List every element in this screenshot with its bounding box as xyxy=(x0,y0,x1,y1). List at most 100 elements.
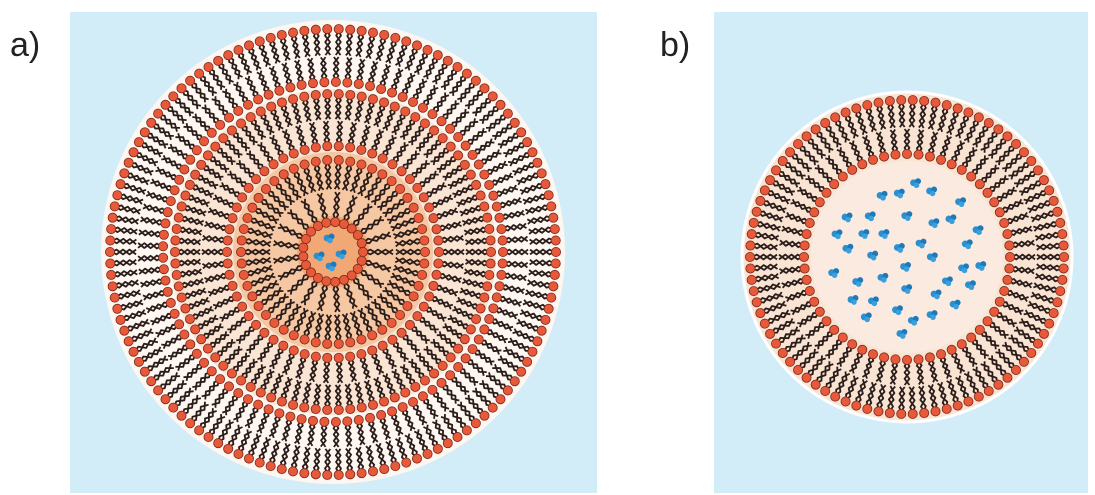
lipid-head xyxy=(185,154,196,165)
lipid-head xyxy=(310,351,321,362)
cargo-molecule xyxy=(852,277,864,287)
lipid-tail xyxy=(343,279,358,308)
lipid-head xyxy=(946,344,957,355)
lipid-head xyxy=(475,303,486,314)
cargo-part xyxy=(862,233,868,239)
lipid-head xyxy=(491,292,502,303)
lipid-head xyxy=(106,224,117,235)
lipid-head xyxy=(751,297,762,308)
lipid-head xyxy=(785,356,796,367)
lipid-tail xyxy=(252,282,279,298)
lipid-head xyxy=(771,165,782,176)
lipid-head xyxy=(243,311,254,322)
lipid-head xyxy=(497,246,508,257)
cargo-molecule xyxy=(926,186,938,197)
cargo-molecule xyxy=(877,272,889,283)
cargo-molecule xyxy=(941,276,953,287)
lipid-head xyxy=(367,27,378,38)
lipid-head xyxy=(276,29,287,40)
lipid-head xyxy=(263,89,274,100)
cargo-part xyxy=(871,300,878,307)
lipid-head xyxy=(814,197,825,208)
lipid-head xyxy=(424,202,435,213)
lipid-head xyxy=(412,182,423,193)
cargo-molecule xyxy=(961,239,973,250)
lipid-head xyxy=(1057,229,1068,240)
lipid-head xyxy=(417,224,428,235)
lipid-tail xyxy=(361,233,392,245)
lipid-head xyxy=(428,280,439,291)
lipid-head xyxy=(821,187,832,198)
lipid-head xyxy=(543,303,554,314)
lipid-head xyxy=(146,117,157,128)
lipid-head xyxy=(346,270,357,281)
cargo-molecule xyxy=(841,212,853,223)
lipid-head xyxy=(475,190,486,201)
lipid-head xyxy=(367,345,378,356)
lipid-head xyxy=(473,334,484,345)
lipid-head xyxy=(300,233,311,244)
lipid-head xyxy=(453,150,464,161)
lipid-tail xyxy=(300,200,318,227)
lipid-head xyxy=(269,176,280,187)
lipid-head xyxy=(171,270,182,281)
lipid-head xyxy=(407,96,418,107)
lipid-head xyxy=(260,184,271,195)
lipid-head xyxy=(390,32,401,43)
cargo-part xyxy=(846,247,852,254)
lipid-head xyxy=(936,349,947,360)
lipid-head xyxy=(479,83,490,94)
lipid-head xyxy=(342,416,353,427)
lipid-head xyxy=(310,469,321,480)
lipid-head xyxy=(433,246,444,257)
lipid-head xyxy=(169,185,180,196)
lipid-head xyxy=(184,314,195,325)
lipid-head xyxy=(231,202,242,213)
lipid-head xyxy=(245,381,256,392)
cargo-molecule xyxy=(901,211,913,221)
lipid-head xyxy=(356,25,367,36)
lipid-head xyxy=(433,235,444,246)
lipid-head xyxy=(397,91,408,102)
lipid-head xyxy=(224,224,235,235)
lipid-head xyxy=(233,448,244,459)
lipid-head xyxy=(417,269,428,280)
lipid-head xyxy=(1002,131,1013,142)
lipid-head xyxy=(160,275,171,286)
lipid-head xyxy=(801,131,812,142)
lipid-head xyxy=(233,45,244,56)
lipid-head xyxy=(223,50,234,61)
lipid-head xyxy=(431,269,442,280)
lipid-head xyxy=(169,308,180,319)
lipid-head xyxy=(549,224,560,235)
lipid-head xyxy=(453,343,464,354)
lipid-head xyxy=(799,240,810,251)
lipid-head xyxy=(482,281,493,292)
lipid-tail xyxy=(367,174,384,201)
lipid-head xyxy=(333,469,344,480)
lipid-head xyxy=(946,159,957,170)
lipid-head xyxy=(989,306,1000,317)
lipid-head xyxy=(288,399,299,410)
lipid-head xyxy=(432,50,443,61)
lipid-head xyxy=(487,91,498,102)
lipid-head xyxy=(396,166,407,177)
lipid-head xyxy=(801,229,812,240)
lipid-head xyxy=(532,157,543,168)
lipid-head xyxy=(495,99,506,110)
cargo-part xyxy=(835,233,841,240)
lipid-head xyxy=(238,269,249,280)
lipid-head xyxy=(231,291,242,302)
lipid-head xyxy=(365,412,376,423)
lipid-head xyxy=(436,116,447,127)
lipid-head xyxy=(467,149,478,160)
lipid-head xyxy=(387,87,398,98)
lipid-head xyxy=(907,408,918,419)
lipid-head xyxy=(376,83,387,94)
lipid-head xyxy=(107,281,118,292)
lipid-tail xyxy=(289,209,313,232)
lipid-head xyxy=(418,301,429,312)
lipid-heads xyxy=(221,141,444,363)
lipid-head xyxy=(1004,263,1015,274)
lipid-head xyxy=(306,226,317,237)
